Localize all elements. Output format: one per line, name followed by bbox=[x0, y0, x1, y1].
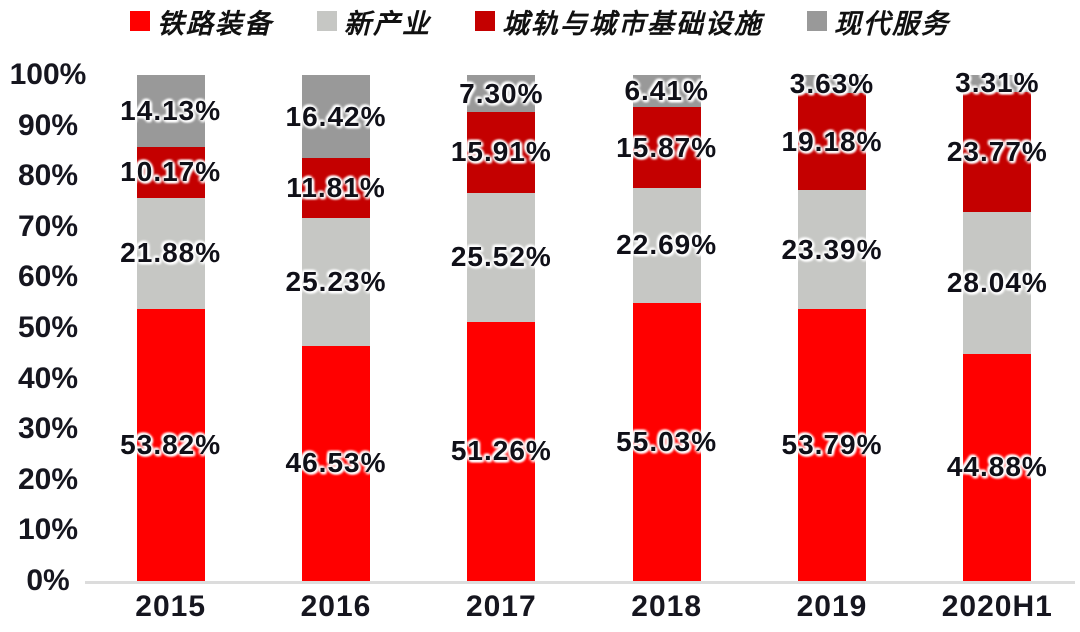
bar-segment: 6.41% bbox=[624, 75, 708, 108]
bar-segment: 25.52% bbox=[451, 192, 551, 322]
y-tick-label: 10% bbox=[17, 513, 79, 547]
bar-segment-label: 23.77% bbox=[946, 135, 1048, 167]
bar-segment-label: 53.82% bbox=[120, 428, 222, 460]
x-tick-label: 2017 bbox=[465, 590, 537, 623]
bar-segment: 25.23% bbox=[286, 217, 385, 346]
bar-segment: 7.30% bbox=[459, 75, 543, 112]
y-axis: 0% 10% 20% 30% 40% 50% 60% 70% 80% 90% 100% bbox=[0, 60, 96, 596]
bar-segment-label: 25.52% bbox=[450, 241, 552, 273]
bar-column: 53.79% 23.39% 19.18% 3.63% bbox=[782, 70, 881, 581]
legend-item: 城轨与城市基础设施 bbox=[475, 2, 763, 41]
legend-swatch-icon bbox=[317, 11, 337, 31]
bar-segment-label: 14.13% bbox=[120, 94, 222, 126]
bar-segment-label: 15.91% bbox=[450, 136, 552, 168]
legend-label: 铁路装备 bbox=[157, 8, 273, 39]
bar-segment-label: 6.41% bbox=[624, 75, 709, 107]
bar-segment: 55.03% bbox=[616, 302, 716, 581]
bar-segment: 15.91% bbox=[451, 112, 551, 193]
bar-segment-label: 46.53% bbox=[285, 447, 387, 479]
bar-segment: 11.81% bbox=[286, 158, 385, 218]
x-axis: 2015 2016 2017 2018 2019 2020H1 bbox=[88, 590, 1080, 624]
bar-segment: 53.79% bbox=[782, 308, 881, 581]
legend: 铁路装备 新产业 城轨与城市基础设施 现代服务 bbox=[0, 2, 1080, 41]
legend-label: 城轨与城市基础设施 bbox=[502, 8, 763, 39]
bar-segment: 21.88% bbox=[120, 197, 220, 309]
bar-segment-label: 51.26% bbox=[450, 435, 552, 467]
bar-segment-label: 55.03% bbox=[616, 425, 718, 457]
bar-segment-label: 28.04% bbox=[946, 266, 1048, 298]
x-tick-label: 2019 bbox=[796, 590, 868, 623]
y-tick-label: 30% bbox=[17, 412, 79, 446]
bar-segment-label: 16.42% bbox=[285, 100, 387, 132]
legend-swatch-icon bbox=[807, 11, 827, 31]
bar-column: 44.88% 28.04% 23.77% 3.31% bbox=[947, 69, 1047, 581]
bar-column: 55.03% 22.69% 15.87% 6.41% bbox=[616, 75, 716, 581]
bar-segment: 53.82% bbox=[120, 308, 220, 581]
bar-segment: 3.31% bbox=[955, 69, 1038, 97]
legend-swatch-icon bbox=[475, 11, 495, 31]
y-tick-label: 0% bbox=[26, 564, 70, 597]
y-tick-label: 40% bbox=[17, 361, 79, 395]
legend-item: 现代服务 bbox=[807, 2, 950, 41]
bar-segment: 22.69% bbox=[616, 187, 716, 303]
bar-segment: 44.88% bbox=[947, 353, 1047, 581]
x-axis-baseline bbox=[85, 581, 1075, 584]
bar-segment-label: 7.30% bbox=[459, 77, 544, 109]
bar-segment-label: 3.31% bbox=[955, 67, 1040, 99]
y-tick-label: 90% bbox=[17, 108, 79, 142]
bar-segment-label: 53.79% bbox=[781, 428, 883, 460]
bar-segment: 14.13% bbox=[120, 75, 220, 147]
bar-segment-label: 21.88% bbox=[120, 237, 222, 269]
bar-segment-label: 15.87% bbox=[616, 131, 718, 163]
bar-segment-label: 3.63% bbox=[789, 68, 875, 100]
bar-segment-label: 10.17% bbox=[120, 156, 222, 188]
y-tick-label: 70% bbox=[17, 209, 79, 243]
bar-segment: 10.17% bbox=[120, 146, 220, 198]
x-tick-label: 2018 bbox=[631, 590, 703, 623]
x-tick-label: 2016 bbox=[300, 590, 372, 623]
bar-segment-label: 19.18% bbox=[781, 125, 883, 157]
bar-segment-label: 25.23% bbox=[285, 265, 387, 297]
bar-segment: 51.26% bbox=[451, 321, 551, 581]
legend-swatch-icon bbox=[130, 11, 150, 31]
bar-column: 53.82% 21.88% 10.17% 14.13% bbox=[120, 75, 220, 581]
bar-segment: 3.63% bbox=[790, 70, 873, 98]
x-tick-label: 2015 bbox=[135, 590, 207, 623]
bar-segment: 16.42% bbox=[286, 75, 385, 159]
bar-segment: 15.87% bbox=[616, 107, 716, 188]
bar-segment: 23.39% bbox=[782, 190, 881, 309]
bar-segment: 23.77% bbox=[947, 91, 1047, 213]
bar-segment: 46.53% bbox=[286, 345, 385, 581]
bar-column: 46.53% 25.23% 11.81% 16.42% bbox=[286, 75, 385, 581]
bar-segment-label: 11.81% bbox=[286, 172, 386, 204]
bar-segment-label: 44.88% bbox=[946, 451, 1048, 483]
x-tick-label: 2020H1 bbox=[941, 590, 1053, 623]
legend-label: 现代服务 bbox=[834, 8, 950, 39]
y-tick-label: 80% bbox=[17, 159, 79, 193]
y-tick-label: 50% bbox=[17, 311, 79, 344]
legend-label: 新产业 bbox=[344, 8, 431, 39]
bar-segment: 19.18% bbox=[782, 93, 881, 191]
bar-segment-label: 23.39% bbox=[781, 233, 883, 265]
y-tick-label: 60% bbox=[17, 260, 79, 294]
bar-segment: 28.04% bbox=[947, 212, 1047, 354]
plot-area: 53.82% 21.88% 10.17% 14.13% 46.53% 25.23% 11.8… bbox=[85, 69, 1080, 584]
bar-segment-label: 22.69% bbox=[616, 229, 718, 261]
y-tick-label: 100% bbox=[9, 58, 87, 91]
bar-column: 51.26% 25.52% 15.91% 7.30% bbox=[451, 75, 551, 581]
legend-item: 铁路装备 bbox=[130, 2, 273, 41]
legend-item: 新产业 bbox=[317, 2, 431, 41]
y-tick-label: 20% bbox=[17, 462, 79, 496]
